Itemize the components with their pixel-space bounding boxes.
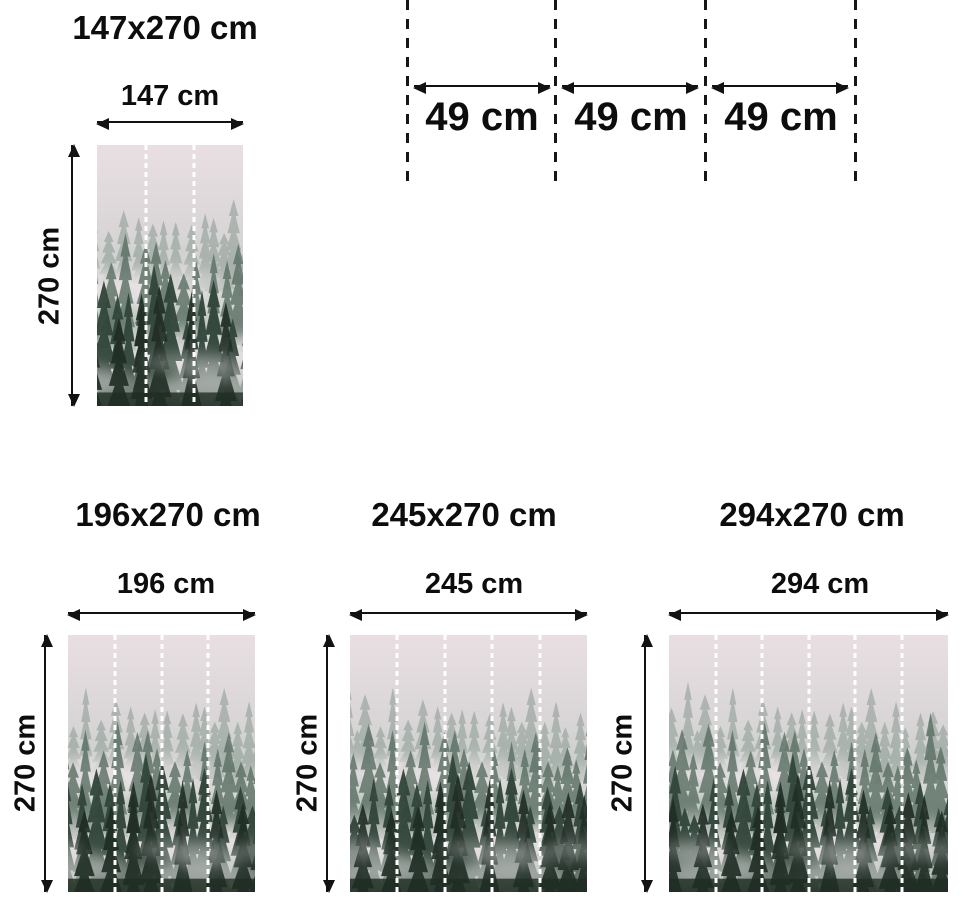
panel-width-label: 49 cm (574, 95, 688, 139)
panel-cut-line (113, 635, 117, 892)
panel-cut-line (144, 145, 148, 406)
height-dimension-label: 270 cm (9, 713, 42, 813)
panel-cut-line (160, 635, 163, 892)
height-dimension-label: 270 cm (606, 713, 639, 813)
height-arrow (641, 634, 653, 893)
panel-width-arrow (413, 82, 551, 94)
mural-preview-image (669, 635, 948, 892)
size-title: 245x270 cm (371, 496, 557, 533)
panel-cut-line (760, 635, 764, 892)
mural-preview-image (97, 145, 243, 406)
panel-divider-line (554, 0, 557, 190)
width-dimension-label: 245 cm (424, 568, 524, 600)
panel-divider-line (854, 0, 857, 190)
panel-divider-line (406, 0, 409, 190)
height-dimension-label: 270 cm (33, 226, 66, 326)
height-arrow (68, 144, 80, 407)
width-arrow (67, 609, 256, 621)
panel-cut-line (538, 635, 542, 892)
panel-cut-line (853, 635, 857, 892)
panel-divider-line (704, 0, 707, 190)
panel-cut-line (900, 635, 903, 892)
height-arrow (41, 634, 53, 893)
size-title: 196x270 cm (75, 496, 261, 533)
panel-width-label: 49 cm (724, 95, 838, 139)
panel-cut-line (714, 635, 717, 892)
width-dimension-label: 294 cm (770, 568, 870, 600)
panel-cut-line (192, 145, 196, 406)
panel-cut-line (395, 635, 399, 892)
panel-width-arrow (561, 82, 699, 94)
size-title: 294x270 cm (719, 496, 905, 533)
panel-cut-line (490, 635, 494, 892)
mural-preview-image (350, 635, 587, 892)
width-dimension-label: 147 cm (120, 80, 220, 112)
height-arrow (323, 634, 335, 893)
panel-width-arrow (711, 82, 849, 94)
mural-preview-image (68, 635, 255, 892)
panel-cut-line (807, 635, 810, 892)
size-title: 147x270 cm (72, 9, 258, 46)
width-arrow (668, 609, 949, 621)
panel-width-label: 49 cm (425, 95, 539, 139)
width-arrow (96, 118, 244, 130)
width-arrow (349, 609, 588, 621)
width-dimension-label: 196 cm (116, 568, 216, 600)
panel-cut-line (206, 635, 210, 892)
panel-cut-line (443, 635, 447, 892)
height-dimension-label: 270 cm (291, 713, 324, 813)
